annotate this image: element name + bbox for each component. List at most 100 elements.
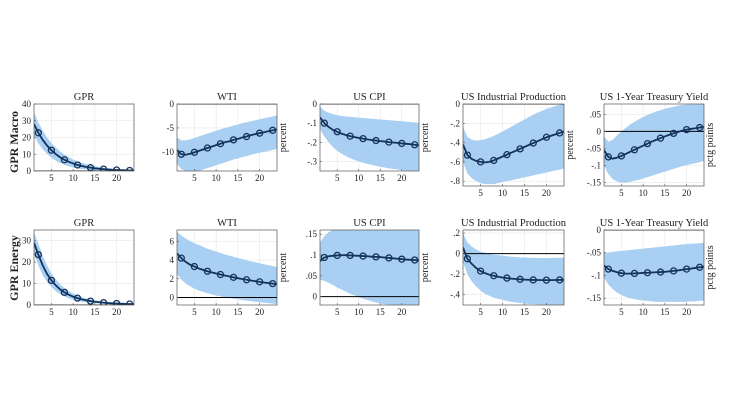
- panel-title: US CPI: [353, 92, 386, 103]
- data-point: [516, 145, 524, 153]
- data-point: [255, 278, 264, 286]
- y-tick-label: -10: [162, 147, 174, 157]
- grid: [34, 104, 134, 171]
- data-point: [333, 251, 341, 260]
- x-tick-label: 5: [619, 188, 624, 198]
- data-point: [372, 136, 380, 145]
- data-point: [529, 139, 537, 147]
- y-tick-label: 40: [22, 99, 32, 109]
- panel-title: WTI: [217, 218, 237, 229]
- x-tick-label: 15: [376, 173, 386, 183]
- plot-content: [463, 233, 564, 305]
- data-point: [177, 254, 185, 262]
- data-point: [398, 139, 406, 148]
- x-tick-label: 15: [520, 307, 530, 317]
- x-tick-label: 10: [212, 307, 222, 317]
- axes-frame: [33, 229, 135, 306]
- panel-4: 5 10 15 20 -.8 -.6 -.4 -.2 0US Industrial Produc…: [450, 92, 576, 198]
- y-tick-label: -.05: [587, 143, 602, 153]
- x-tick-label: 15: [233, 307, 243, 317]
- x-tick-label: 15: [233, 173, 243, 183]
- panel-title: US 1-Year Treasury Yield: [600, 92, 709, 103]
- data-point: [682, 125, 691, 134]
- data-point: [112, 299, 121, 305]
- data-point: [643, 139, 652, 148]
- y-tick-label: 0: [456, 249, 461, 259]
- x-tick-label: 20: [255, 307, 265, 317]
- y-tick-label: 0: [27, 300, 32, 310]
- data-point: [73, 294, 82, 302]
- data-point: [617, 152, 626, 160]
- data-point: [476, 158, 485, 166]
- response-line: [463, 247, 564, 282]
- data-point: [555, 129, 564, 137]
- panel-10: 5 10 15 20 -.15 -.1 -.05 0US 1-Year Treasury Yi…: [587, 218, 716, 317]
- panel-1: 5 10 15 20 0 10 20 30 40 GPR: [22, 92, 135, 183]
- x-tick-label: 15: [90, 173, 100, 183]
- confidence-band: [463, 233, 564, 305]
- row-label-energy: GPR Energy: [7, 235, 21, 301]
- y-tick-label: -.1: [591, 161, 601, 171]
- plot-content: [34, 232, 134, 305]
- data-point: [630, 269, 639, 278]
- y-tick-label: 0: [597, 225, 602, 235]
- data-point: [411, 256, 419, 264]
- y-tick-label: .05: [306, 271, 318, 281]
- x-tick-label: 20: [682, 307, 692, 317]
- y-tick-label: -.05: [587, 248, 602, 258]
- response-line: [604, 126, 704, 160]
- data-point: [643, 269, 652, 277]
- x-tick-label: 5: [335, 173, 340, 183]
- y-tick-label: 2: [170, 274, 175, 284]
- data-point: [34, 129, 42, 137]
- axes-frame: [176, 103, 278, 172]
- response-line: [320, 116, 419, 147]
- x-tick-label: 20: [542, 307, 552, 317]
- x-tick-label: 5: [192, 307, 197, 317]
- data-point: [503, 150, 511, 159]
- x-tick-label: 20: [112, 173, 122, 183]
- data-point: [604, 153, 612, 161]
- x-tick-label: 10: [639, 307, 649, 317]
- x-tick-label: 5: [478, 307, 483, 317]
- data-point: [47, 146, 56, 154]
- y-axis-label: pctg points: [705, 245, 716, 289]
- y-tick-label: 10: [22, 149, 32, 159]
- y-tick-label: -.2: [450, 269, 460, 279]
- row-label-macro: GPR Macro: [7, 111, 21, 173]
- axes-frame: [462, 103, 565, 187]
- response-line: [604, 264, 704, 275]
- plot-content: [463, 104, 564, 185]
- x-tick-label: 5: [49, 307, 54, 317]
- axes-frame: [176, 229, 278, 306]
- x-tick-label: 20: [112, 307, 122, 317]
- x-tick-label: 10: [498, 307, 508, 317]
- data-point: [463, 151, 472, 159]
- data-point: [242, 132, 251, 141]
- data-point: [682, 265, 691, 273]
- confidence-band: [604, 104, 704, 183]
- y-tick-label: 0: [27, 166, 32, 176]
- y-tick-label: .15: [306, 229, 318, 239]
- y-tick-label: -.6: [450, 157, 460, 167]
- data-point: [333, 128, 341, 136]
- axes-frame: [603, 103, 705, 187]
- data-point: [177, 150, 185, 158]
- x-tick-label: 20: [682, 188, 692, 198]
- confidence-band: [177, 115, 277, 171]
- y-tick-label: 20: [22, 257, 32, 267]
- data-point: [203, 267, 212, 275]
- y-tick-label: 20: [22, 133, 32, 143]
- data-point: [60, 156, 69, 164]
- data-point: [372, 253, 380, 261]
- data-point: [669, 129, 678, 138]
- panel-title: US CPI: [353, 218, 386, 229]
- y-tick-label: 30: [22, 236, 32, 246]
- panel-6: 5 10 15 20 0 10 20 30 GPR: [22, 218, 135, 317]
- axes-frame: [462, 229, 565, 306]
- x-tick-label: 15: [520, 188, 530, 198]
- data-point: [359, 252, 367, 260]
- y-tick-label: -.2: [307, 137, 317, 147]
- y-tick-label: 4: [170, 255, 175, 265]
